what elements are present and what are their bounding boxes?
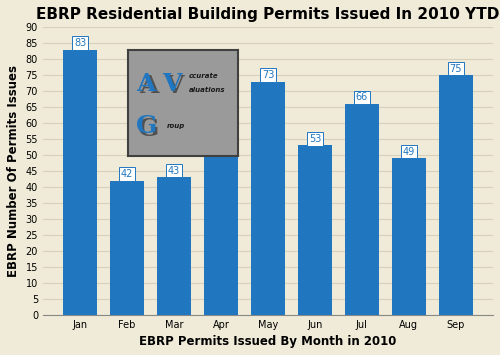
Text: roup: roup <box>167 124 186 129</box>
Bar <box>345 104 378 315</box>
Text: 75: 75 <box>450 64 462 73</box>
Text: 42: 42 <box>121 169 134 179</box>
Text: 65: 65 <box>215 95 227 105</box>
Bar <box>64 50 97 315</box>
Bar <box>204 107 238 315</box>
Text: aluations: aluations <box>189 87 226 93</box>
Text: ccurate: ccurate <box>189 73 218 79</box>
Text: 83: 83 <box>74 38 86 48</box>
Text: A: A <box>136 72 156 96</box>
Bar <box>392 158 426 315</box>
Bar <box>110 181 144 315</box>
X-axis label: EBRP Permits Issued By Month in 2010: EBRP Permits Issued By Month in 2010 <box>140 335 396 348</box>
Text: A: A <box>139 75 158 98</box>
Text: G: G <box>138 117 160 141</box>
Text: V: V <box>162 72 181 96</box>
Text: 53: 53 <box>308 134 321 144</box>
Bar <box>439 75 472 315</box>
Text: G: G <box>136 114 157 138</box>
Text: 43: 43 <box>168 166 180 176</box>
Text: 49: 49 <box>402 147 415 157</box>
Bar <box>157 178 191 315</box>
Text: V: V <box>164 75 184 98</box>
Title: EBRP Residential Building Permits Issued In 2010 YTD: EBRP Residential Building Permits Issued… <box>36 7 500 22</box>
Bar <box>251 82 285 315</box>
Text: 66: 66 <box>356 92 368 102</box>
Text: 73: 73 <box>262 70 274 80</box>
Bar <box>298 146 332 315</box>
Y-axis label: EBRP Number Of Permits Issues: EBRP Number Of Permits Issues <box>7 65 20 277</box>
